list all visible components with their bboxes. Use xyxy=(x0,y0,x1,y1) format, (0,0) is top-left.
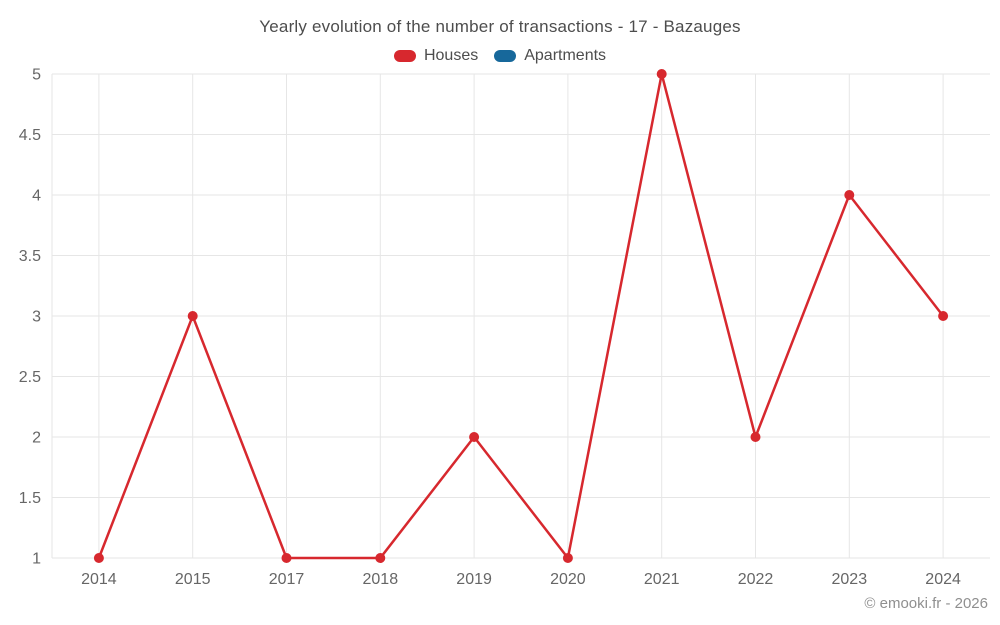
x-tick-label-2023: 2023 xyxy=(832,571,868,588)
y-tick-label-5: 5 xyxy=(32,67,41,84)
y-tick-label-2.5: 2.5 xyxy=(19,369,41,386)
legend-marker-apartments-icon xyxy=(494,50,517,62)
y-tick-label-3: 3 xyxy=(32,309,41,326)
houses-point-2020[interactable] xyxy=(562,553,573,563)
x-tick-label-2014: 2014 xyxy=(81,571,117,588)
y-tick-label-3.5: 3.5 xyxy=(19,248,41,265)
houses-point-2021[interactable] xyxy=(656,69,667,79)
x-tick-label-2020: 2020 xyxy=(550,571,586,588)
legend-item-apartments[interactable]: Apartments xyxy=(494,47,606,65)
houses-point-2014[interactable] xyxy=(93,553,104,563)
houses-series-line xyxy=(97,72,945,560)
y-tick-label-1: 1 xyxy=(32,551,41,568)
legend-marker-houses-icon xyxy=(393,50,416,62)
legend-item-houses[interactable]: Houses xyxy=(393,47,479,65)
x-tick-label-2018: 2018 xyxy=(363,571,399,588)
x-tick-label-2022: 2022 xyxy=(738,571,774,588)
houses-point-2015[interactable] xyxy=(187,311,198,321)
watermark-credit: © emooki.fr - 2026 xyxy=(864,595,988,612)
houses-point-2024[interactable] xyxy=(938,311,949,321)
x-tick-label-2015: 2015 xyxy=(175,571,211,588)
houses-point-2018[interactable] xyxy=(375,553,386,563)
y-tick-label-4.5: 4.5 xyxy=(19,127,41,144)
x-tick-label-2024: 2024 xyxy=(925,571,961,588)
legend-label-apartments: Apartments xyxy=(524,47,607,64)
y-tick-label-1.5: 1.5 xyxy=(19,490,41,507)
houses-point-2017[interactable] xyxy=(281,553,292,563)
houses-point-2022[interactable] xyxy=(750,432,761,442)
chart-legend: Houses Apartments xyxy=(0,47,1000,65)
x-tick-label-2019: 2019 xyxy=(456,571,492,588)
chart-title: Yearly evolution of the number of transa… xyxy=(259,17,741,36)
houses-point-2019[interactable] xyxy=(469,432,480,442)
y-tick-label-4: 4 xyxy=(32,188,41,205)
x-tick-label-2021: 2021 xyxy=(644,571,680,588)
y-tick-label-2: 2 xyxy=(32,430,41,447)
houses-point-2023[interactable] xyxy=(844,190,855,200)
x-tick-label-2017: 2017 xyxy=(269,571,305,588)
legend-label-houses: Houses xyxy=(423,47,479,64)
